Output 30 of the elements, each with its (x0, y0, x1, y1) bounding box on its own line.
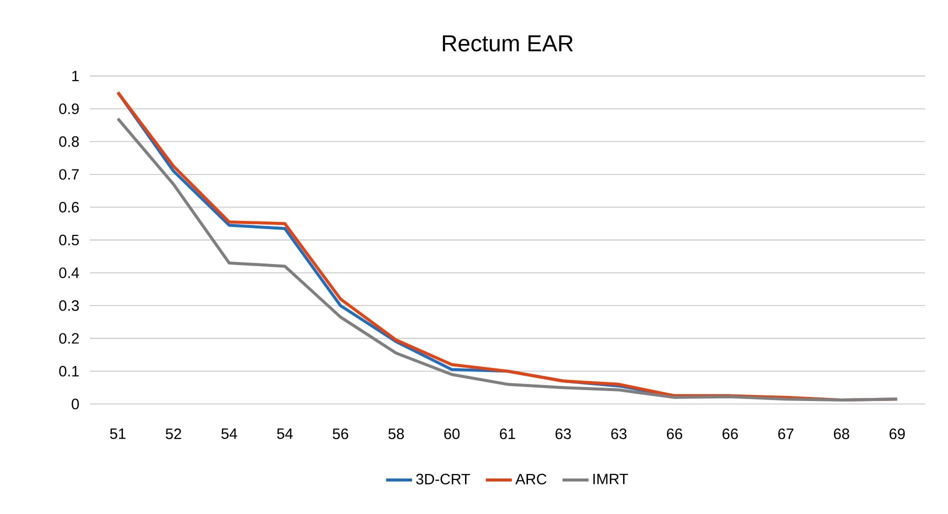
y-tick-label: 0.1 (59, 366, 79, 376)
x-tick-label: 54 (221, 428, 238, 439)
x-tick-label: 66 (666, 428, 682, 440)
legend-label: ARC (515, 474, 546, 484)
y-tick-label: 0.7 (59, 169, 79, 180)
y-tick-label: 0.5 (59, 234, 79, 246)
y-tick-label: 1 (72, 70, 79, 82)
y-tick-label: 0.6 (59, 202, 79, 212)
x-tick-label: 61 (500, 428, 516, 440)
y-tick-label: 0.8 (59, 136, 79, 147)
y-tick-label: 0.2 (59, 333, 79, 344)
legend-label: IMRT (593, 474, 628, 484)
x-tick-label: 56 (332, 428, 348, 440)
legend-label: 3D-CRT (416, 474, 470, 484)
x-tick-label: 68 (834, 428, 850, 440)
y-tick-label: 0.9 (59, 103, 79, 114)
x-tick-label: 63 (611, 428, 627, 440)
x-tick-label: 66 (722, 428, 738, 440)
x-tick-label: 52 (166, 428, 182, 440)
y-tick-label: 0.3 (59, 300, 79, 311)
x-tick-label: 60 (444, 428, 460, 440)
x-tick-label: 69 (890, 428, 905, 440)
x-tick-label: 63 (556, 428, 571, 440)
x-tick-label: 51 (110, 428, 126, 439)
x-tick-label: 54 (277, 428, 293, 439)
x-tick-label: 67 (778, 428, 794, 440)
x-tick-label: 58 (388, 428, 404, 440)
y-tick-label: 0 (72, 398, 79, 410)
y-tick-label: 0.4 (59, 267, 80, 278)
chart-title: Rectum EAR (442, 35, 573, 52)
